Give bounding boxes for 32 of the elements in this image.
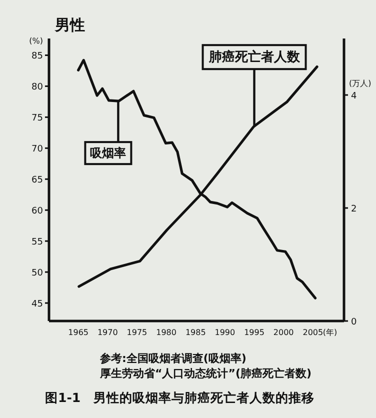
text: 参考:全国吸烟者调查(吸烟率) [99, 352, 246, 365]
y-tick-label: 80 [32, 82, 44, 93]
y2-tick-label: 4 [351, 92, 357, 102]
text: 厚生劳动省“人口动态统计”(肺癌死亡者数) [99, 367, 312, 380]
x-tick-label: 1970 [97, 328, 118, 337]
x-tick-label: 1995 [244, 328, 264, 337]
callout: 吸烟率 [84, 101, 132, 166]
y-tick-label: 65 [32, 176, 43, 186]
x-tick-label: 1965 [68, 328, 89, 337]
x-tick-label: 1985 [185, 328, 206, 337]
caption: 图1-1 男性的吸烟率与肺癌死亡者人数的推移 [45, 390, 315, 405]
y2-tick-label: 0 [351, 318, 357, 328]
x-tick-label: 2000 [273, 328, 294, 337]
y-tick-label: 60 [32, 206, 44, 217]
y-tick-label: 45 [32, 300, 43, 310]
x-tick-label: 1980 [156, 328, 176, 337]
y-tick-label: 50 [32, 268, 44, 279]
y2-axis-title: (万人) [349, 79, 372, 88]
annotation: 肺癌死亡者人数 [208, 49, 301, 66]
y2-tick-label: 2 [351, 204, 357, 214]
x-tick-label: 2005 [302, 328, 324, 337]
y-tick-label: 55 [32, 238, 43, 248]
x-axis-title: (年) [322, 328, 338, 337]
y-axis-title: (%) [29, 36, 43, 46]
y-tick-label: 85 [32, 52, 43, 62]
y-tick-label: 75 [32, 114, 43, 124]
callout: 肺癌死亡者人数 [202, 44, 307, 128]
x-tick-label: 1975 [126, 328, 148, 337]
x-tick-label: 1990 [214, 328, 236, 337]
y-tick-label: 70 [32, 144, 44, 155]
chart-title: 男性 [54, 16, 85, 34]
annotation: 吸烟率 [90, 146, 126, 160]
